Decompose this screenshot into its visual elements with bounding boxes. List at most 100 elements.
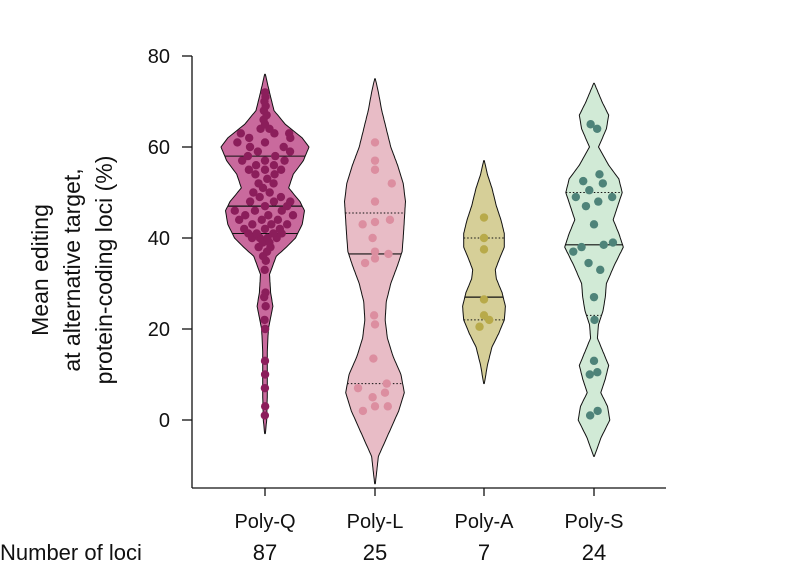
data-point xyxy=(265,188,274,197)
data-point xyxy=(233,138,242,147)
data-point xyxy=(254,179,263,188)
data-point xyxy=(579,176,588,186)
data-point xyxy=(475,322,484,331)
data-point xyxy=(239,224,249,234)
data-point xyxy=(264,211,273,220)
data-point xyxy=(244,165,254,174)
data-point xyxy=(234,215,244,224)
data-point xyxy=(288,211,298,220)
data-point xyxy=(592,124,602,133)
data-point xyxy=(241,211,250,220)
data-point xyxy=(245,197,255,206)
data-point xyxy=(479,311,489,320)
data-point xyxy=(253,147,263,156)
data-point xyxy=(257,215,266,224)
y-axis: 0 20 40 60 80 xyxy=(148,46,193,488)
data-point xyxy=(245,142,255,152)
violin-body xyxy=(564,82,624,457)
data-point xyxy=(284,129,294,138)
x-axis: Poly-Q 87 Poly-L 25 Poly-A 7 Poly-S 24 xyxy=(192,487,666,565)
data-point xyxy=(368,393,377,402)
data-point xyxy=(280,156,289,165)
number-of-loci-label: Number of loci xyxy=(0,540,142,565)
data-point xyxy=(260,165,270,174)
data-point xyxy=(479,295,489,304)
category-label: Poly-L xyxy=(347,511,404,533)
data-point xyxy=(589,356,599,366)
data-point xyxy=(360,258,370,268)
data-point xyxy=(369,354,378,363)
data-point xyxy=(260,201,270,211)
data-point xyxy=(269,161,279,170)
violin-poly-a xyxy=(462,160,506,385)
data-point xyxy=(255,192,264,202)
data-point xyxy=(263,233,272,243)
data-point xyxy=(385,215,395,224)
data-point xyxy=(370,165,380,174)
data-point xyxy=(598,179,608,188)
y-tick-label: 20 xyxy=(148,319,170,341)
data-point xyxy=(353,383,363,393)
data-point xyxy=(595,170,604,179)
y-tick-label: 80 xyxy=(148,46,170,68)
data-point xyxy=(584,258,593,268)
y-tick-label: 0 xyxy=(159,410,170,432)
data-point xyxy=(260,315,269,325)
locus-count: 24 xyxy=(582,540,606,565)
data-point xyxy=(370,247,380,256)
data-point xyxy=(577,242,586,252)
data-point xyxy=(260,224,270,234)
data-point xyxy=(586,120,595,129)
data-point xyxy=(370,156,380,165)
data-point xyxy=(358,220,367,229)
y-tick-label: 60 xyxy=(148,137,170,159)
data-point xyxy=(370,138,380,147)
category-label: Poly-S xyxy=(565,511,624,533)
data-point xyxy=(249,188,258,197)
data-point xyxy=(479,233,489,243)
y-tick-label: 40 xyxy=(148,228,170,250)
y-axis-title-line: at alternative target, xyxy=(59,168,85,371)
data-point xyxy=(243,151,253,161)
data-point xyxy=(263,174,272,184)
data-point xyxy=(370,197,380,206)
data-point xyxy=(479,245,489,254)
locus-count: 25 xyxy=(363,540,387,565)
data-point xyxy=(380,388,390,397)
y-axis-title: Mean editing at alternative target, protei… xyxy=(27,156,117,385)
data-point xyxy=(251,170,260,179)
data-point xyxy=(384,249,393,259)
data-point xyxy=(260,370,270,379)
data-point xyxy=(571,192,581,202)
data-point xyxy=(237,156,247,165)
data-point xyxy=(479,213,489,222)
data-point xyxy=(593,406,602,416)
category-label: Poly-Q xyxy=(234,511,295,533)
data-point xyxy=(276,165,286,174)
data-point xyxy=(261,302,270,311)
data-point xyxy=(369,311,379,320)
data-point xyxy=(589,220,599,229)
data-point xyxy=(279,142,288,152)
violin-poly-q xyxy=(220,73,310,435)
data-point xyxy=(260,138,270,147)
data-point xyxy=(269,229,278,238)
data-point xyxy=(608,238,618,247)
data-point xyxy=(593,368,602,377)
data-point xyxy=(260,402,270,411)
data-point xyxy=(590,315,599,325)
data-point xyxy=(594,197,603,206)
data-point xyxy=(383,402,393,411)
data-point xyxy=(358,406,368,416)
category-label: Poly-A xyxy=(455,511,515,533)
data-point xyxy=(585,411,595,420)
y-axis-title-line: protein-coding loci (%) xyxy=(91,156,117,385)
violin-poly-l xyxy=(344,78,406,485)
data-point xyxy=(370,402,380,411)
data-point xyxy=(282,220,292,229)
data-point xyxy=(569,247,578,256)
data-point xyxy=(581,201,591,211)
data-point xyxy=(269,197,279,206)
data-point xyxy=(250,206,260,215)
